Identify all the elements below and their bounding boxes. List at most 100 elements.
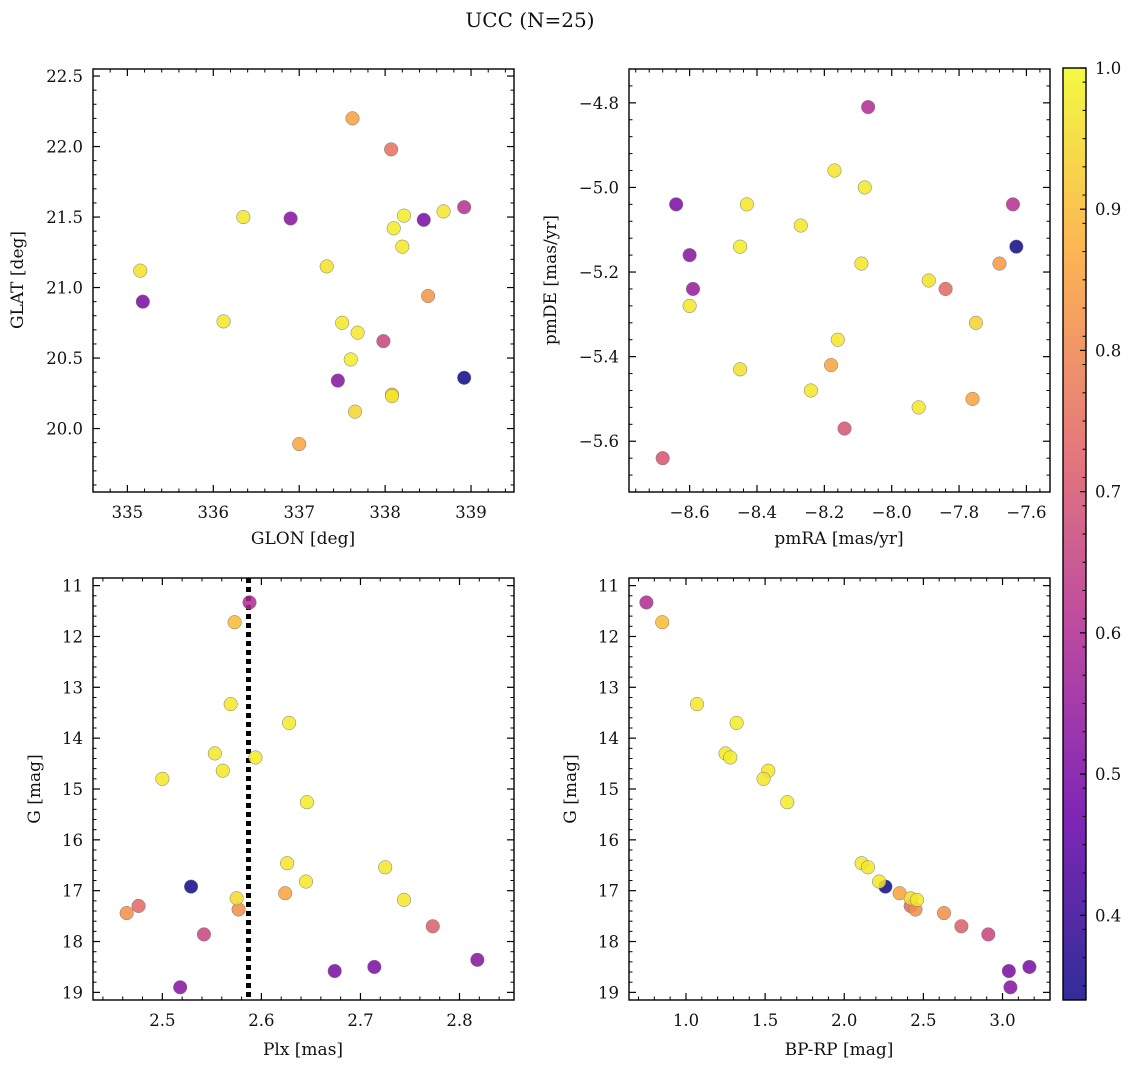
scatter-point (343, 352, 358, 367)
scatter-point (655, 615, 670, 630)
scatter-point (936, 906, 952, 921)
scatter-point (229, 891, 244, 906)
x-tick-label: 2.0 (831, 1011, 857, 1030)
scatter-point (682, 298, 697, 313)
scatter-point (292, 437, 307, 452)
x-axis-label-glon: GLON [deg] (251, 529, 355, 549)
scatter-point (910, 892, 925, 907)
scatter-point (457, 200, 472, 215)
scatter-point (470, 952, 485, 967)
scatter-point (921, 273, 936, 288)
axes-frame-glon-glat (92, 68, 515, 493)
colorbar-tick-label: 0.5 (1095, 765, 1121, 784)
scatter-point (416, 212, 431, 227)
scatter-point (236, 210, 251, 225)
scatter-point (1022, 959, 1037, 975)
y-tick-label: 21.5 (46, 208, 83, 227)
colorbar-tick-label: 1.0 (1095, 59, 1121, 78)
y-tick-label: −5.6 (579, 432, 619, 451)
scatter-point (733, 239, 748, 254)
scatter-point (119, 906, 134, 921)
y-axis-label-g-mag: G [mag] (25, 754, 45, 823)
y-tick-label: 12 (62, 627, 83, 646)
x-tick-label: 338 (369, 503, 401, 522)
scatter-point (655, 451, 670, 466)
scatter-point (133, 263, 148, 278)
y-tick-label: 18 (598, 933, 619, 952)
y-tick-label: 22.0 (46, 138, 83, 157)
x-tick-label: 1.0 (673, 1011, 699, 1030)
scatter-point (278, 886, 293, 901)
scatter-point (685, 281, 701, 297)
scatter-point (733, 362, 748, 377)
tick-marks-glon-glat: 335 336 337 338 339 20.0 20.5 21.0 21.5 22.0 22.5 (46, 67, 514, 522)
axes-frame-pmra-pmde (628, 68, 1051, 493)
y-tick-label: 21.0 (46, 279, 83, 298)
x-axis-label-plx: Plx [mas] (263, 1040, 343, 1060)
scatter-point (421, 288, 436, 304)
colorbar-tick-label: 0.8 (1095, 341, 1121, 360)
x-axis-label-pmra: pmRA [mas/yr] (774, 529, 903, 549)
x-tick-label: 336 (198, 503, 230, 522)
scatter-point (327, 963, 342, 979)
scatter-point (207, 746, 222, 761)
scatter-point (723, 750, 738, 765)
y-tick-label: 11 (598, 577, 619, 596)
x-tick-label: −7.8 (939, 503, 979, 522)
scatter-point (396, 208, 412, 223)
y-tick-label: 15 (598, 780, 619, 799)
scatter-point (954, 919, 969, 934)
scatter-point (436, 204, 451, 219)
colorbar-tick-label: 0.6 (1095, 624, 1121, 643)
scatter-point (345, 111, 360, 126)
x-tick-label: 2.5 (910, 1011, 936, 1030)
scatter-point (242, 595, 257, 610)
scatter-point (729, 715, 744, 730)
scatter-point (1003, 980, 1018, 995)
scatter-point (827, 163, 842, 178)
scatter-point (348, 404, 363, 419)
x-tick-label: 1.5 (752, 1011, 778, 1030)
scatter-point (968, 315, 983, 330)
scatter-point (184, 879, 199, 894)
scatter-point (690, 697, 705, 712)
scatter-point (860, 860, 876, 875)
colorbar-ticks: 0.4 0.5 0.6 0.7 0.8 0.9 1.0 (1080, 59, 1121, 987)
scatter-point (330, 373, 345, 388)
scatter-point (319, 259, 334, 274)
y-tick-label: 19 (62, 983, 83, 1002)
panel-glon-glat: 335 336 337 338 33920.020.521.021.522.022.5 … (8, 67, 515, 549)
scatter-point (248, 750, 263, 765)
scatter-point (457, 370, 472, 385)
scatter-point (803, 383, 818, 398)
x-tick-label: −8.6 (670, 503, 710, 522)
x-tick-label: 337 (283, 503, 315, 522)
y-tick-label: 20.5 (46, 349, 83, 368)
scatter-point (227, 615, 242, 630)
x-tick-label: 2.5 (149, 1011, 175, 1030)
y-tick-label: 13 (598, 678, 619, 697)
y-tick-label: 17 (62, 882, 83, 901)
y-tick-label: 19 (598, 983, 619, 1002)
scatter-point (299, 795, 315, 810)
scatter-point (350, 325, 365, 340)
scatter-point (911, 400, 926, 415)
scatter-point (283, 211, 298, 226)
y-tick-label: 17 (598, 882, 619, 901)
points-glon-glat (133, 111, 472, 452)
y-tick-label: −5.0 (579, 178, 619, 197)
y-axis-label-glat: GLAT [deg] (8, 231, 28, 329)
scatter-point (837, 421, 852, 436)
scatter-point (861, 100, 876, 115)
y-tick-label: 12 (598, 627, 619, 646)
scatter-point (386, 221, 401, 236)
x-tick-label: 2.7 (347, 1011, 373, 1030)
scatter-point (938, 281, 953, 297)
y-axis-label-g-mag-cmd: G [mag] (561, 754, 581, 823)
x-tick-label: −8.0 (872, 503, 912, 522)
scatter-point (384, 142, 399, 157)
points-bprp-g (639, 595, 1037, 995)
scatter-point (669, 197, 684, 212)
colorbar-tick-label: 0.7 (1095, 483, 1121, 502)
points-pmra-pmde (655, 100, 1024, 466)
